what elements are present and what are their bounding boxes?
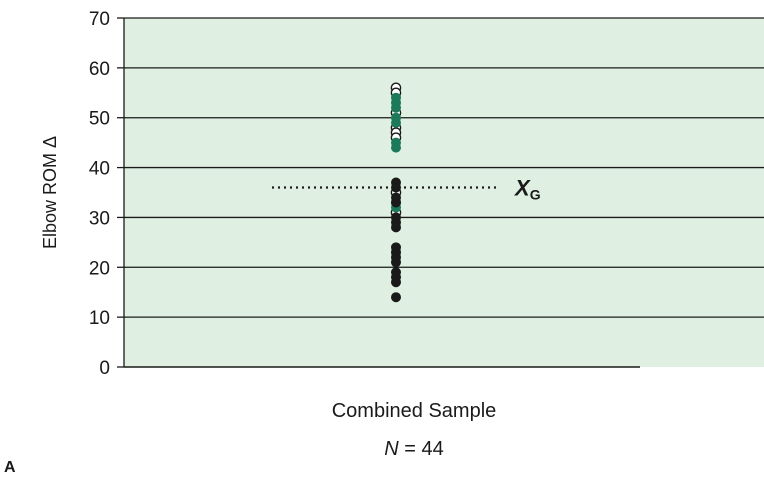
mean-label-sub: G [530, 187, 541, 203]
data-point [390, 277, 401, 288]
y-tick-labels: 0 10 20 30 40 50 60 70 [89, 9, 124, 379]
data-point [390, 182, 401, 193]
y-tick-label: 60 [89, 59, 110, 80]
data-point [390, 222, 401, 233]
data-point [390, 197, 401, 208]
mean-label: XG [513, 176, 541, 203]
data-points [390, 82, 402, 303]
data-point [390, 257, 401, 268]
y-tick-label: 50 [89, 109, 110, 130]
y-tick-label: 20 [89, 258, 110, 279]
y-tick-label: 40 [89, 159, 110, 180]
gridlines [124, 17, 764, 318]
y-tick-label: 70 [89, 9, 110, 30]
y-axis-label: Elbow ROM Δ [40, 136, 60, 249]
data-point [390, 142, 401, 153]
sample-size-label: N = 44 [384, 438, 444, 460]
y-tick-label: 10 [89, 308, 110, 329]
y-tick-label: 0 [99, 358, 110, 379]
sample-size-prefix: N [384, 438, 399, 460]
data-point [390, 292, 401, 303]
y-tick-label: 30 [89, 208, 110, 229]
x-axis-label: Combined Sample [332, 400, 497, 422]
data-point [390, 117, 401, 128]
panel-letter: A [4, 459, 16, 476]
mean-label-main: X [513, 176, 531, 201]
sample-size-value: = 44 [399, 438, 444, 460]
data-point [390, 102, 401, 113]
plot-background [124, 18, 764, 367]
